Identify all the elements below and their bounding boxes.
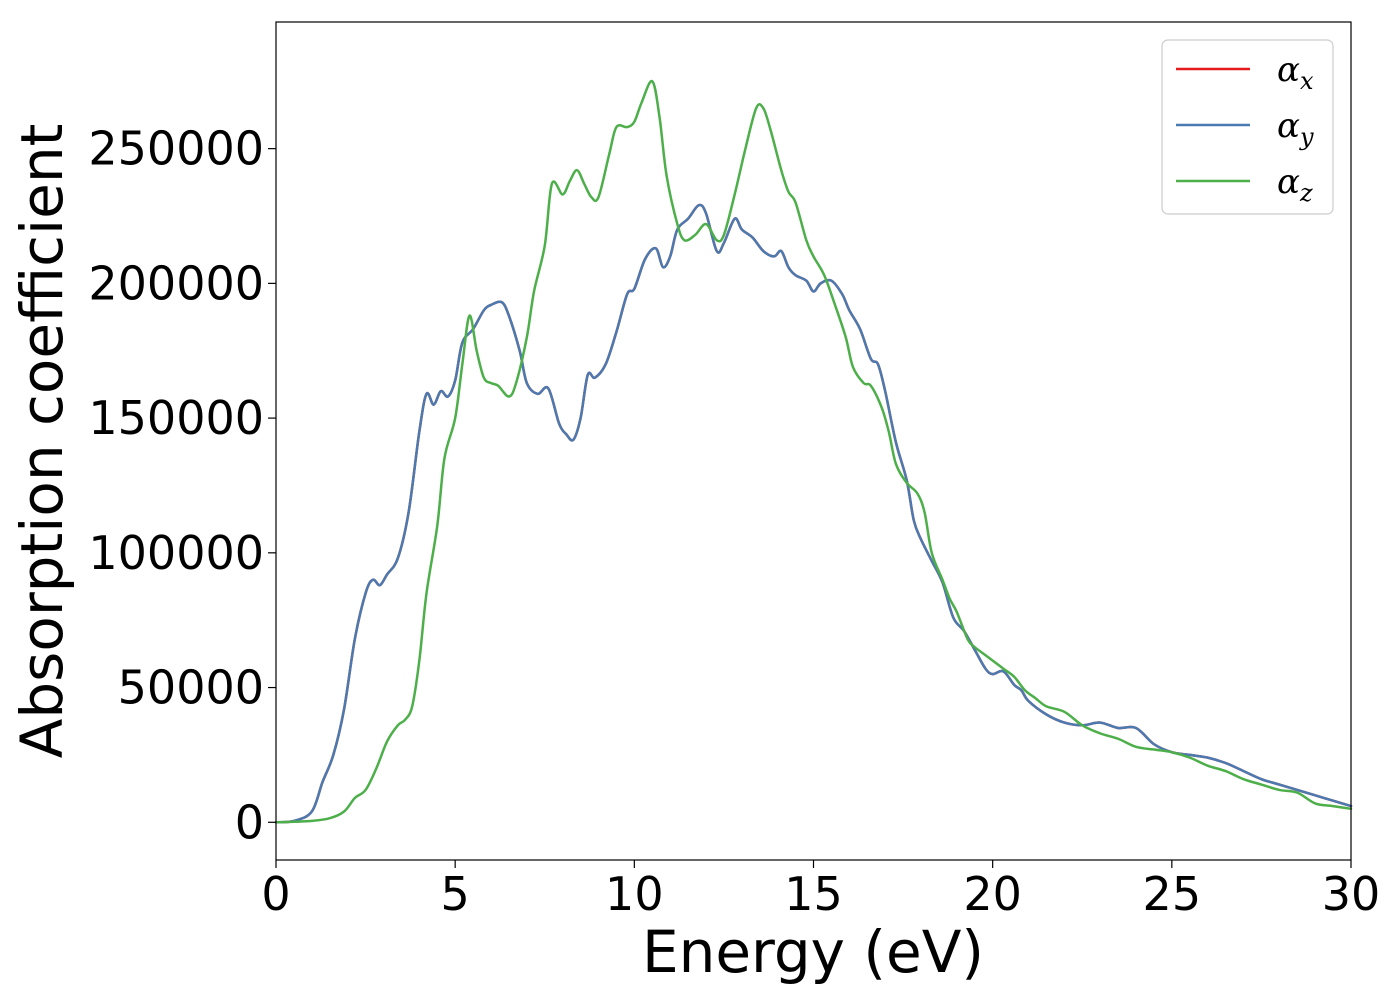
y-tick-label: 200000	[88, 256, 264, 310]
x-axis-label: Energy (eV)	[642, 918, 984, 986]
x-tick-label: 0	[261, 867, 290, 921]
series-lines	[274, 80, 1353, 824]
legend: αx αy αz	[1161, 39, 1334, 215]
legend-label-x: αx	[1277, 50, 1314, 95]
y-tick-label: 150000	[88, 391, 264, 445]
y-tick-label: 250000	[88, 122, 264, 176]
y-axis-ticks: 0 50000 100000 150000 200000 250000	[88, 122, 276, 849]
y-axis-label: Absorption coefficient	[8, 124, 76, 759]
y-tick-label: 100000	[88, 526, 264, 580]
y-tick-label: 0	[235, 795, 264, 849]
x-tick-label: 10	[605, 867, 664, 921]
legend-label-z: αz	[1277, 162, 1313, 207]
series-line-z	[274, 80, 1353, 824]
x-tick-label: 5	[441, 867, 470, 921]
x-tick-label: 25	[1143, 867, 1202, 921]
legend-box	[1161, 39, 1334, 215]
x-tick-label: 20	[963, 867, 1022, 921]
y-tick-label: 50000	[118, 661, 264, 715]
x-tick-label: 15	[784, 867, 843, 921]
x-tick-label: 30	[1322, 867, 1381, 921]
series-line-y	[274, 203, 1353, 824]
legend-label-y: αy	[1277, 106, 1314, 151]
x-axis-ticks: 0 5 10 15 20 25 30	[261, 860, 1380, 921]
